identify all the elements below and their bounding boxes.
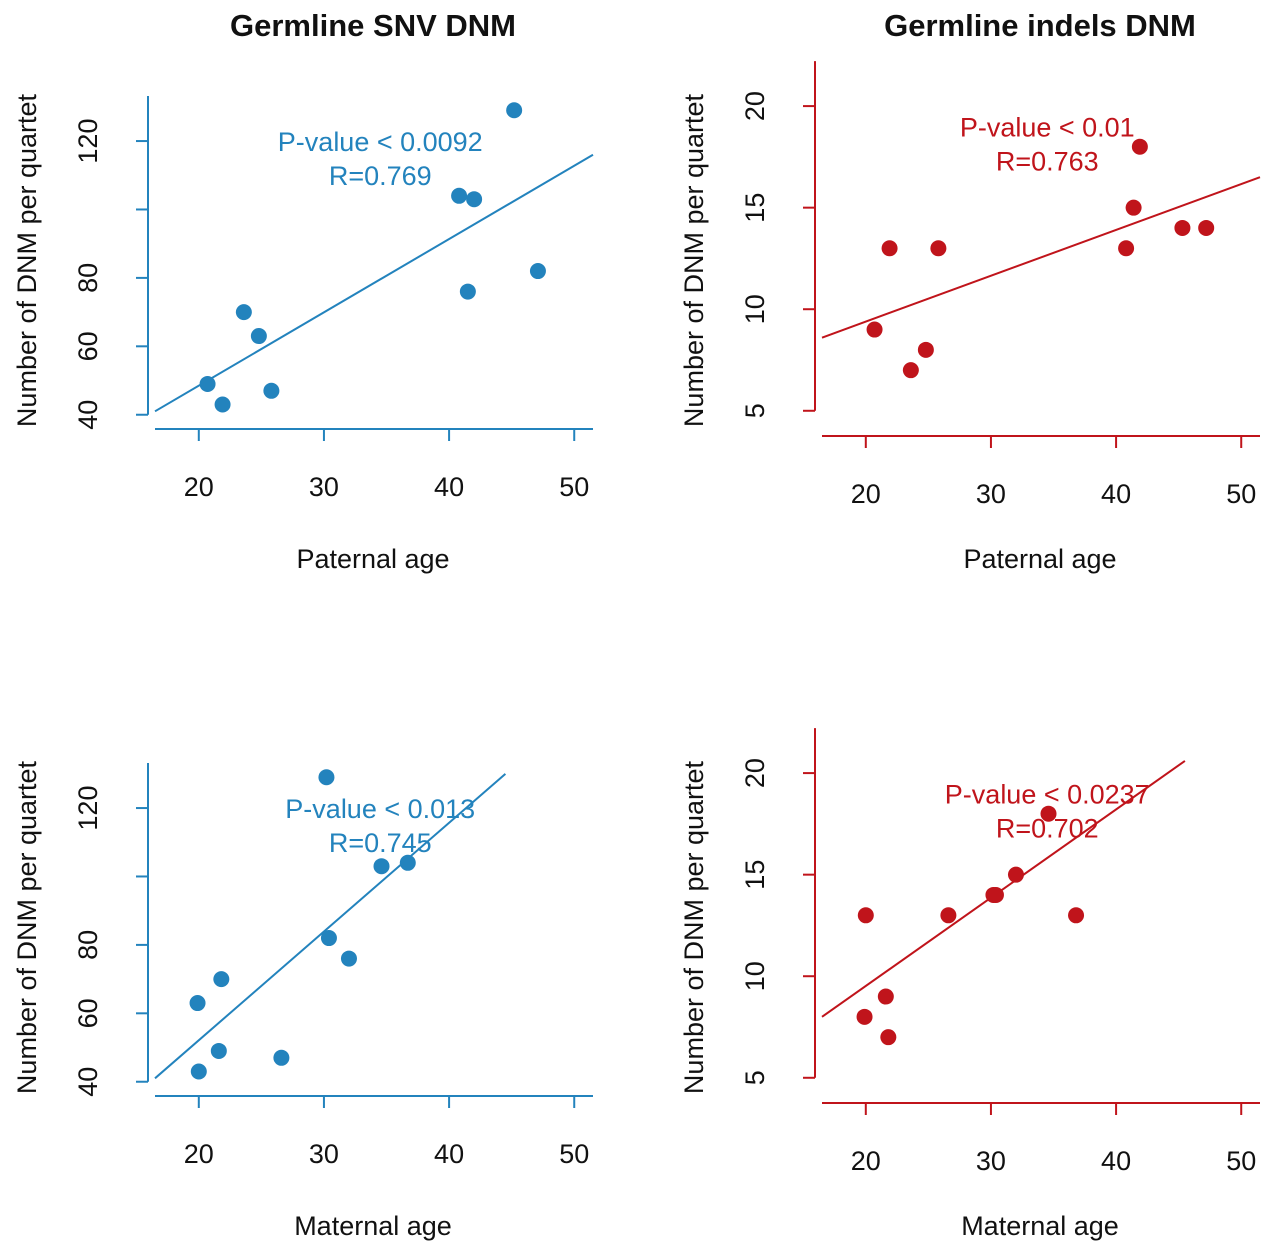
y-tick-label: 15	[740, 193, 770, 223]
x-tick-label: 30	[976, 479, 1006, 509]
y-tick-label: 20	[740, 91, 770, 121]
data-point	[320, 930, 337, 947]
data-point	[190, 1063, 207, 1080]
x-tick-label: 50	[1226, 479, 1256, 509]
y-tick-label: 60	[73, 331, 103, 361]
data-point	[506, 102, 523, 119]
y-tick-label: 20	[740, 758, 770, 788]
y-tick-label: 60	[73, 998, 103, 1028]
data-point	[189, 995, 206, 1012]
data-point	[902, 362, 919, 379]
y-axis-label: Number of DNM per quartet	[12, 760, 42, 1094]
data-point	[1068, 907, 1085, 924]
data-point	[250, 328, 267, 345]
x-tick-label: 20	[184, 472, 214, 502]
data-point	[880, 1029, 897, 1046]
data-point	[877, 988, 894, 1005]
data-point	[273, 1049, 290, 1066]
x-tick-label: 30	[309, 1139, 339, 1169]
data-point	[263, 382, 280, 399]
r-annotation: R=0.769	[329, 161, 432, 191]
x-axis-label: Maternal age	[294, 1211, 452, 1241]
panel-4: 20 30 40 50 5 10 15 20 Maternal age Number of DNM…	[679, 728, 1260, 1241]
data-point	[459, 283, 476, 300]
data-point	[466, 191, 483, 208]
data-point	[881, 240, 898, 257]
data-point	[213, 971, 230, 988]
data-point	[866, 321, 883, 338]
regression-line	[821, 760, 1186, 1018]
data-point	[1198, 219, 1215, 236]
p-value-annotation: P-value < 0.0237	[945, 779, 1150, 809]
x-axis-label: Paternal age	[963, 544, 1116, 574]
r-annotation: R=0.763	[996, 146, 1099, 176]
data-point	[930, 240, 947, 257]
y-tick-label: 5	[740, 1070, 770, 1085]
data-point	[1040, 805, 1057, 822]
x-tick-label: 20	[184, 1139, 214, 1169]
data-point	[940, 907, 957, 924]
data-point	[1007, 866, 1024, 883]
x-tick-label: 50	[559, 1139, 589, 1169]
regression-line	[821, 176, 1261, 339]
y-tick-label: 120	[73, 119, 103, 164]
y-tick-label: 10	[740, 294, 770, 324]
data-point	[373, 858, 390, 875]
x-tick-label: 40	[434, 472, 464, 502]
data-point	[451, 187, 468, 204]
x-tick-label: 20	[851, 479, 881, 509]
p-value-annotation: P-value < 0.013	[285, 794, 475, 824]
regression-line	[154, 153, 594, 413]
x-tick-label: 30	[309, 472, 339, 502]
panel-2: 20 30 40 50 5 10 15 20 Paternal age Number of DNM…	[679, 61, 1261, 574]
data-point	[856, 1008, 873, 1025]
r-annotation: R=0.745	[329, 828, 432, 858]
y-tick-label: 80	[73, 930, 103, 960]
data-point	[1125, 199, 1142, 216]
y-tick-label: 5	[740, 403, 770, 418]
data-point	[1131, 138, 1148, 155]
panel-3: 20 30 40 50 40 60 80 120 Maternal age Number of D…	[12, 760, 593, 1241]
p-value-annotation: P-value < 0.01	[960, 112, 1135, 142]
y-tick-label: 10	[740, 961, 770, 991]
panel-1: 20 30 40 50 40 60 80 120 Paternal age Number of D…	[12, 93, 594, 574]
data-point	[917, 341, 934, 358]
y-axis-label: Number of DNM per quartet	[679, 93, 709, 427]
x-tick-label: 20	[851, 1146, 881, 1176]
x-tick-label: 40	[1101, 479, 1131, 509]
data-point	[1174, 219, 1191, 236]
data-point	[210, 1042, 227, 1059]
x-tick-label: 40	[1101, 1146, 1131, 1176]
scatter-panels: 20 30 40 50 40 60 80 120 Paternal age Number of D…	[12, 61, 1261, 1241]
x-tick-label: 50	[1226, 1146, 1256, 1176]
p-value-annotation: P-value < 0.0092	[278, 127, 483, 157]
x-axis-label: Paternal age	[296, 544, 449, 574]
data-point	[987, 886, 1004, 903]
title-left: Germline SNV DNM	[230, 8, 516, 43]
x-tick-label: 40	[434, 1139, 464, 1169]
title-right: Germline indels DNM	[884, 8, 1196, 43]
data-point	[235, 304, 252, 321]
data-point	[340, 950, 357, 967]
x-tick-label: 30	[976, 1146, 1006, 1176]
data-point	[214, 396, 231, 413]
y-tick-label: 80	[73, 263, 103, 293]
x-tick-label: 50	[559, 472, 589, 502]
y-axis-label: Number of DNM per quartet	[679, 760, 709, 1094]
data-point	[399, 854, 416, 871]
data-point	[529, 263, 546, 280]
y-tick-label: 40	[73, 400, 103, 430]
data-point	[857, 907, 874, 924]
data-point	[318, 769, 335, 786]
y-tick-label: 40	[73, 1067, 103, 1097]
y-tick-label: 15	[740, 860, 770, 890]
data-point	[1118, 240, 1135, 257]
regression-line	[154, 773, 507, 1080]
x-axis-label: Maternal age	[961, 1211, 1119, 1241]
y-axis-label: Number of DNM per quartet	[12, 93, 42, 427]
data-point	[199, 375, 216, 392]
y-tick-label: 120	[73, 786, 103, 831]
r-annotation: R=0.702	[996, 813, 1099, 843]
